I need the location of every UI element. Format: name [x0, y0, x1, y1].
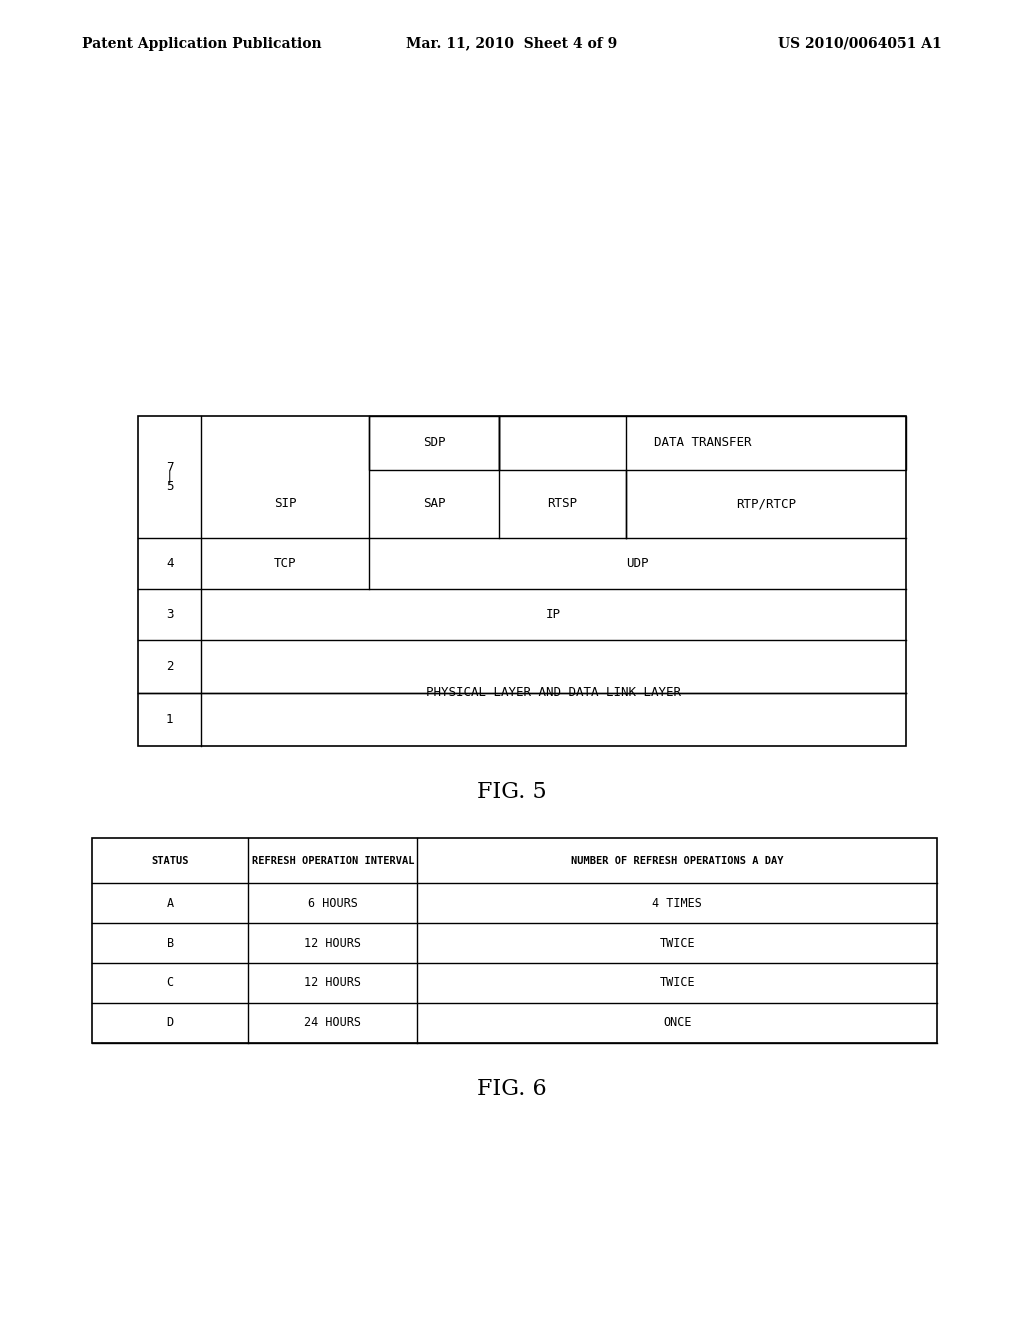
Text: 7: 7 — [166, 461, 173, 474]
Bar — [138, 416, 906, 746]
Text: A: A — [167, 896, 174, 909]
Text: |: | — [166, 470, 173, 483]
Text: Mar. 11, 2010  Sheet 4 of 9: Mar. 11, 2010 Sheet 4 of 9 — [407, 37, 617, 50]
Text: IP: IP — [546, 609, 561, 622]
Text: DATA TRANSFER: DATA TRANSFER — [654, 436, 752, 449]
Text: D: D — [167, 1016, 174, 1030]
Text: SIP: SIP — [273, 498, 296, 511]
Text: 2: 2 — [166, 660, 173, 673]
Text: Patent Application Publication: Patent Application Publication — [82, 37, 322, 50]
Text: 6 HOURS: 6 HOURS — [308, 896, 357, 909]
Text: TWICE: TWICE — [659, 937, 695, 949]
Bar — [500, 416, 906, 470]
Text: TWICE: TWICE — [659, 977, 695, 990]
Text: RTP/RTCP: RTP/RTCP — [736, 498, 796, 511]
Bar — [92, 838, 937, 1043]
Text: RTSP: RTSP — [548, 498, 578, 511]
Bar — [369, 416, 500, 470]
Text: REFRESH OPERATION INTERVAL: REFRESH OPERATION INTERVAL — [252, 855, 414, 866]
Text: 1: 1 — [166, 713, 173, 726]
Text: SDP: SDP — [423, 436, 445, 449]
Text: ONCE: ONCE — [663, 1016, 691, 1030]
Text: SAP: SAP — [423, 498, 445, 511]
Text: 4 TIMES: 4 TIMES — [652, 896, 702, 909]
Text: 24 HOURS: 24 HOURS — [304, 1016, 361, 1030]
Text: FIG. 6: FIG. 6 — [477, 1078, 547, 1100]
Text: 5: 5 — [166, 480, 173, 494]
Text: B: B — [167, 937, 174, 949]
Text: C: C — [167, 977, 174, 990]
Text: STATUS: STATUS — [152, 855, 189, 866]
Text: PHYSICAL LAYER AND DATA LINK LAYER: PHYSICAL LAYER AND DATA LINK LAYER — [426, 686, 681, 700]
Text: UDP: UDP — [627, 557, 648, 570]
Text: TCP: TCP — [273, 557, 296, 570]
Text: US 2010/0064051 A1: US 2010/0064051 A1 — [778, 37, 942, 50]
Text: 3: 3 — [166, 609, 173, 622]
Text: 12 HOURS: 12 HOURS — [304, 937, 361, 949]
Text: FIG. 5: FIG. 5 — [477, 781, 547, 803]
Text: NUMBER OF REFRESH OPERATIONS A DAY: NUMBER OF REFRESH OPERATIONS A DAY — [571, 855, 783, 866]
Text: 4: 4 — [166, 557, 173, 570]
Text: 12 HOURS: 12 HOURS — [304, 977, 361, 990]
